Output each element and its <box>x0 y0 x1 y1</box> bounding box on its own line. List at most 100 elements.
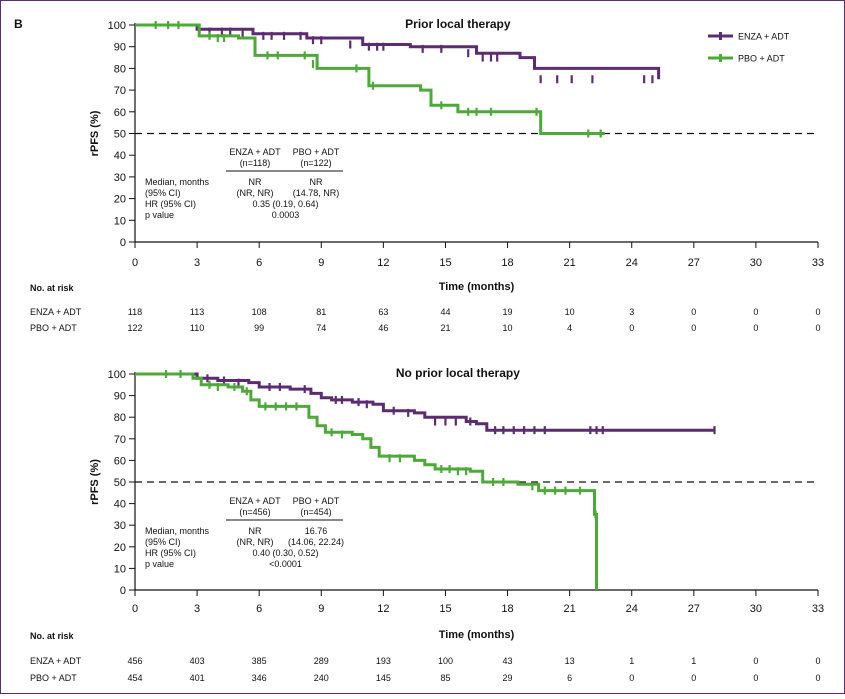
x-tick-label: 0 <box>132 603 138 615</box>
risk-count-enza: 1 <box>629 656 634 666</box>
stats-row-label: HR (95% CI) <box>145 199 196 209</box>
x-tick-label: 30 <box>750 603 762 615</box>
x-axis-label: Time (months) <box>439 629 515 641</box>
legend-label-enza: ENZA + ADT <box>738 32 790 42</box>
x-tick-label: 24 <box>626 603 638 615</box>
y-tick-label: 20 <box>114 542 126 554</box>
risk-count-pbo: 145 <box>376 673 391 683</box>
risk-count-pbo: 0 <box>753 673 758 683</box>
y-tick-label: 100 <box>108 20 126 32</box>
y-tick-label: 70 <box>114 85 126 97</box>
x-tick-label: 12 <box>377 603 389 615</box>
risk-count-pbo: 240 <box>314 673 329 683</box>
x-tick-label: 30 <box>750 257 762 269</box>
risk-count-pbo: 0 <box>629 673 634 683</box>
risk-count-enza: 456 <box>127 656 142 666</box>
stats-hr: 0.40 (0.30, 0.52) <box>252 548 318 558</box>
stats-row-label: Median, months <box>145 177 210 187</box>
x-tick-label: 0 <box>132 257 138 269</box>
risk-count-enza: 403 <box>190 656 205 666</box>
stats-row-label: p value <box>145 559 174 569</box>
risk-count-enza: 0 <box>815 307 820 317</box>
risk-row-label-pbo: PBO + ADT <box>30 323 77 333</box>
x-tick-label: 27 <box>688 603 700 615</box>
y-tick-label: 0 <box>120 237 126 249</box>
stats-col-header: ENZA + ADT <box>229 496 281 506</box>
x-tick-label: 15 <box>439 257 451 269</box>
risk-count-pbo: 122 <box>127 323 142 333</box>
y-tick-label: 40 <box>114 150 126 162</box>
x-tick-label: 6 <box>256 603 262 615</box>
chart-title: No prior local therapy <box>396 366 520 380</box>
y-axis-label: rPFS (%) <box>89 459 101 505</box>
risk-count-enza: 10 <box>565 307 575 317</box>
risk-count-enza: 113 <box>190 307 204 317</box>
risk-row-label-pbo: PBO + ADT <box>30 673 77 683</box>
risk-count-pbo: 99 <box>254 323 264 333</box>
x-tick-label: 33 <box>812 603 824 615</box>
y-tick-label: 100 <box>108 369 126 381</box>
risk-count-enza: 81 <box>316 307 326 317</box>
risk-count-pbo: 401 <box>190 673 205 683</box>
stats-ci-enza: (NR, NR) <box>237 537 274 547</box>
risk-count-pbo: 21 <box>440 323 450 333</box>
risk-count-pbo: 29 <box>503 673 513 683</box>
y-tick-label: 60 <box>114 455 126 467</box>
km-curve-pbo <box>135 23 605 135</box>
risk-count-pbo: 0 <box>753 323 758 333</box>
stats-col-header: ENZA + ADT <box>229 147 281 157</box>
x-tick-label: 12 <box>377 257 389 269</box>
risk-count-enza: 0 <box>815 656 820 666</box>
stats-col-header: PBO + ADT <box>293 147 340 157</box>
risk-count-pbo: 346 <box>252 673 267 683</box>
x-tick-label: 33 <box>812 257 824 269</box>
y-tick-label: 10 <box>114 563 126 575</box>
risk-count-pbo: 0 <box>815 323 820 333</box>
risk-count-pbo: 85 <box>440 673 450 683</box>
y-tick-label: 10 <box>114 215 126 227</box>
risk-table-title: No. at risk <box>30 283 75 293</box>
risk-count-enza: 13 <box>565 656 575 666</box>
legend-label-pbo: PBO + ADT <box>738 54 785 64</box>
x-tick-label: 3 <box>194 603 200 615</box>
risk-count-pbo: 110 <box>190 323 204 333</box>
risk-count-pbo: 0 <box>691 673 696 683</box>
stats-row-label: p value <box>145 210 174 220</box>
x-tick-label: 21 <box>564 257 576 269</box>
risk-row-label-enza: ENZA + ADT <box>30 656 82 666</box>
y-tick-label: 80 <box>114 412 126 424</box>
risk-count-enza: 193 <box>376 656 391 666</box>
stats-row-label: (95% CI) <box>145 188 181 198</box>
y-tick-label: 50 <box>114 129 126 141</box>
stats-ci-pbo: (14.06, 22.24) <box>288 537 344 547</box>
x-tick-label: 18 <box>501 603 513 615</box>
y-tick-label: 90 <box>114 391 126 403</box>
x-tick-label: 6 <box>256 257 262 269</box>
risk-count-pbo: 74 <box>316 323 326 333</box>
stats-table: ENZA + ADT(n=456) PBO + ADT(n=454) Median,… <box>145 496 344 569</box>
stats-hr: 0.35 (0.19, 0.64) <box>252 199 318 209</box>
x-tick-label: 9 <box>318 257 324 269</box>
stats-p-value: <0.0001 <box>269 559 302 569</box>
risk-count-pbo: 0 <box>691 323 696 333</box>
y-tick-label: 60 <box>114 107 126 119</box>
risk-count-enza: 0 <box>753 656 758 666</box>
risk-count-enza: 100 <box>438 656 453 666</box>
stats-median-pbo: NR <box>310 177 323 187</box>
risk-count-enza: 1 <box>691 656 696 666</box>
y-tick-label: 30 <box>114 172 126 184</box>
x-axis-label: Time (months) <box>439 281 515 293</box>
risk-count-enza: 63 <box>378 307 388 317</box>
y-tick-label: 80 <box>114 63 126 75</box>
x-tick-label: 21 <box>564 603 576 615</box>
stats-row-label: HR (95% CI) <box>145 548 196 558</box>
km-curve-pbo <box>135 372 598 590</box>
km-curve-enza <box>135 23 661 80</box>
stats-row-label: Median, months <box>145 526 210 536</box>
chart-title: Prior local therapy <box>405 17 511 31</box>
